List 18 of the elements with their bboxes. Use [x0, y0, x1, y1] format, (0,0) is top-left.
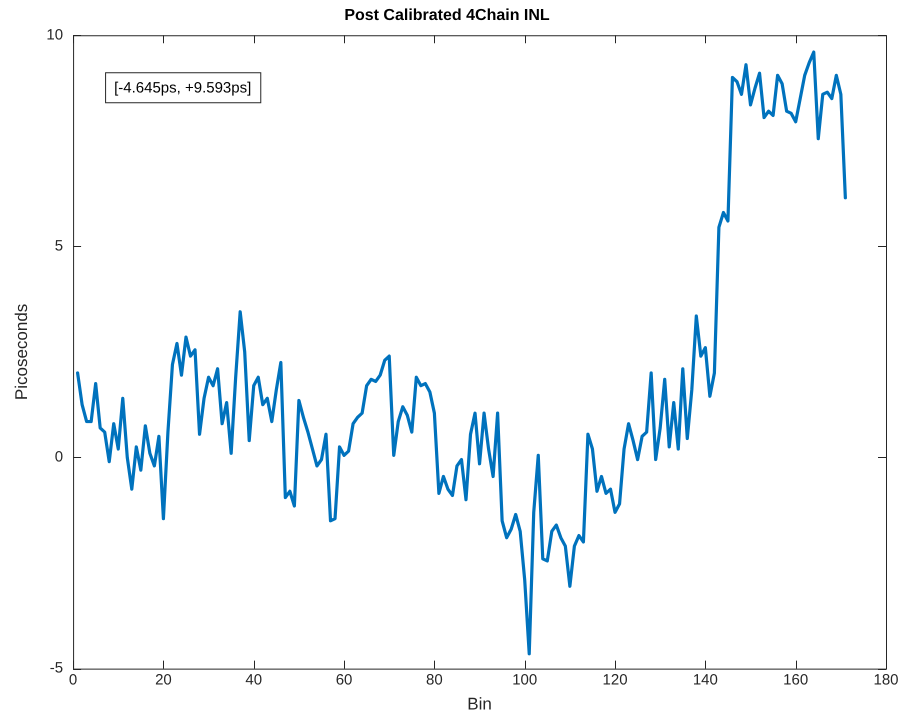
x-tick-label: 60	[336, 672, 352, 689]
chart-title: Post Calibrated 4Chain INL	[344, 7, 550, 24]
x-tick-label: 180	[873, 672, 899, 689]
y-axis-title: Picoseconds	[12, 304, 31, 400]
x-tick-label: 100	[512, 672, 538, 689]
annotation: [-4.645ps, +9.593ps]	[114, 79, 252, 96]
x-tick-label: 0	[68, 672, 78, 689]
x-axis-title: Bin	[467, 694, 492, 714]
x-tick-label: 80	[426, 672, 443, 689]
x-tick-label: 140	[692, 672, 718, 689]
y-tick-label: 0	[54, 448, 64, 466]
x-tick-label: 20	[155, 672, 172, 689]
y-tick-label: 10	[46, 26, 64, 44]
y-tick-label: -5	[50, 660, 64, 677]
x-tick-label: 160	[783, 672, 808, 689]
x-tick-label: 40	[245, 672, 262, 689]
y-tick-label: 5	[54, 237, 64, 254]
x-tick-label: 120	[602, 672, 628, 689]
